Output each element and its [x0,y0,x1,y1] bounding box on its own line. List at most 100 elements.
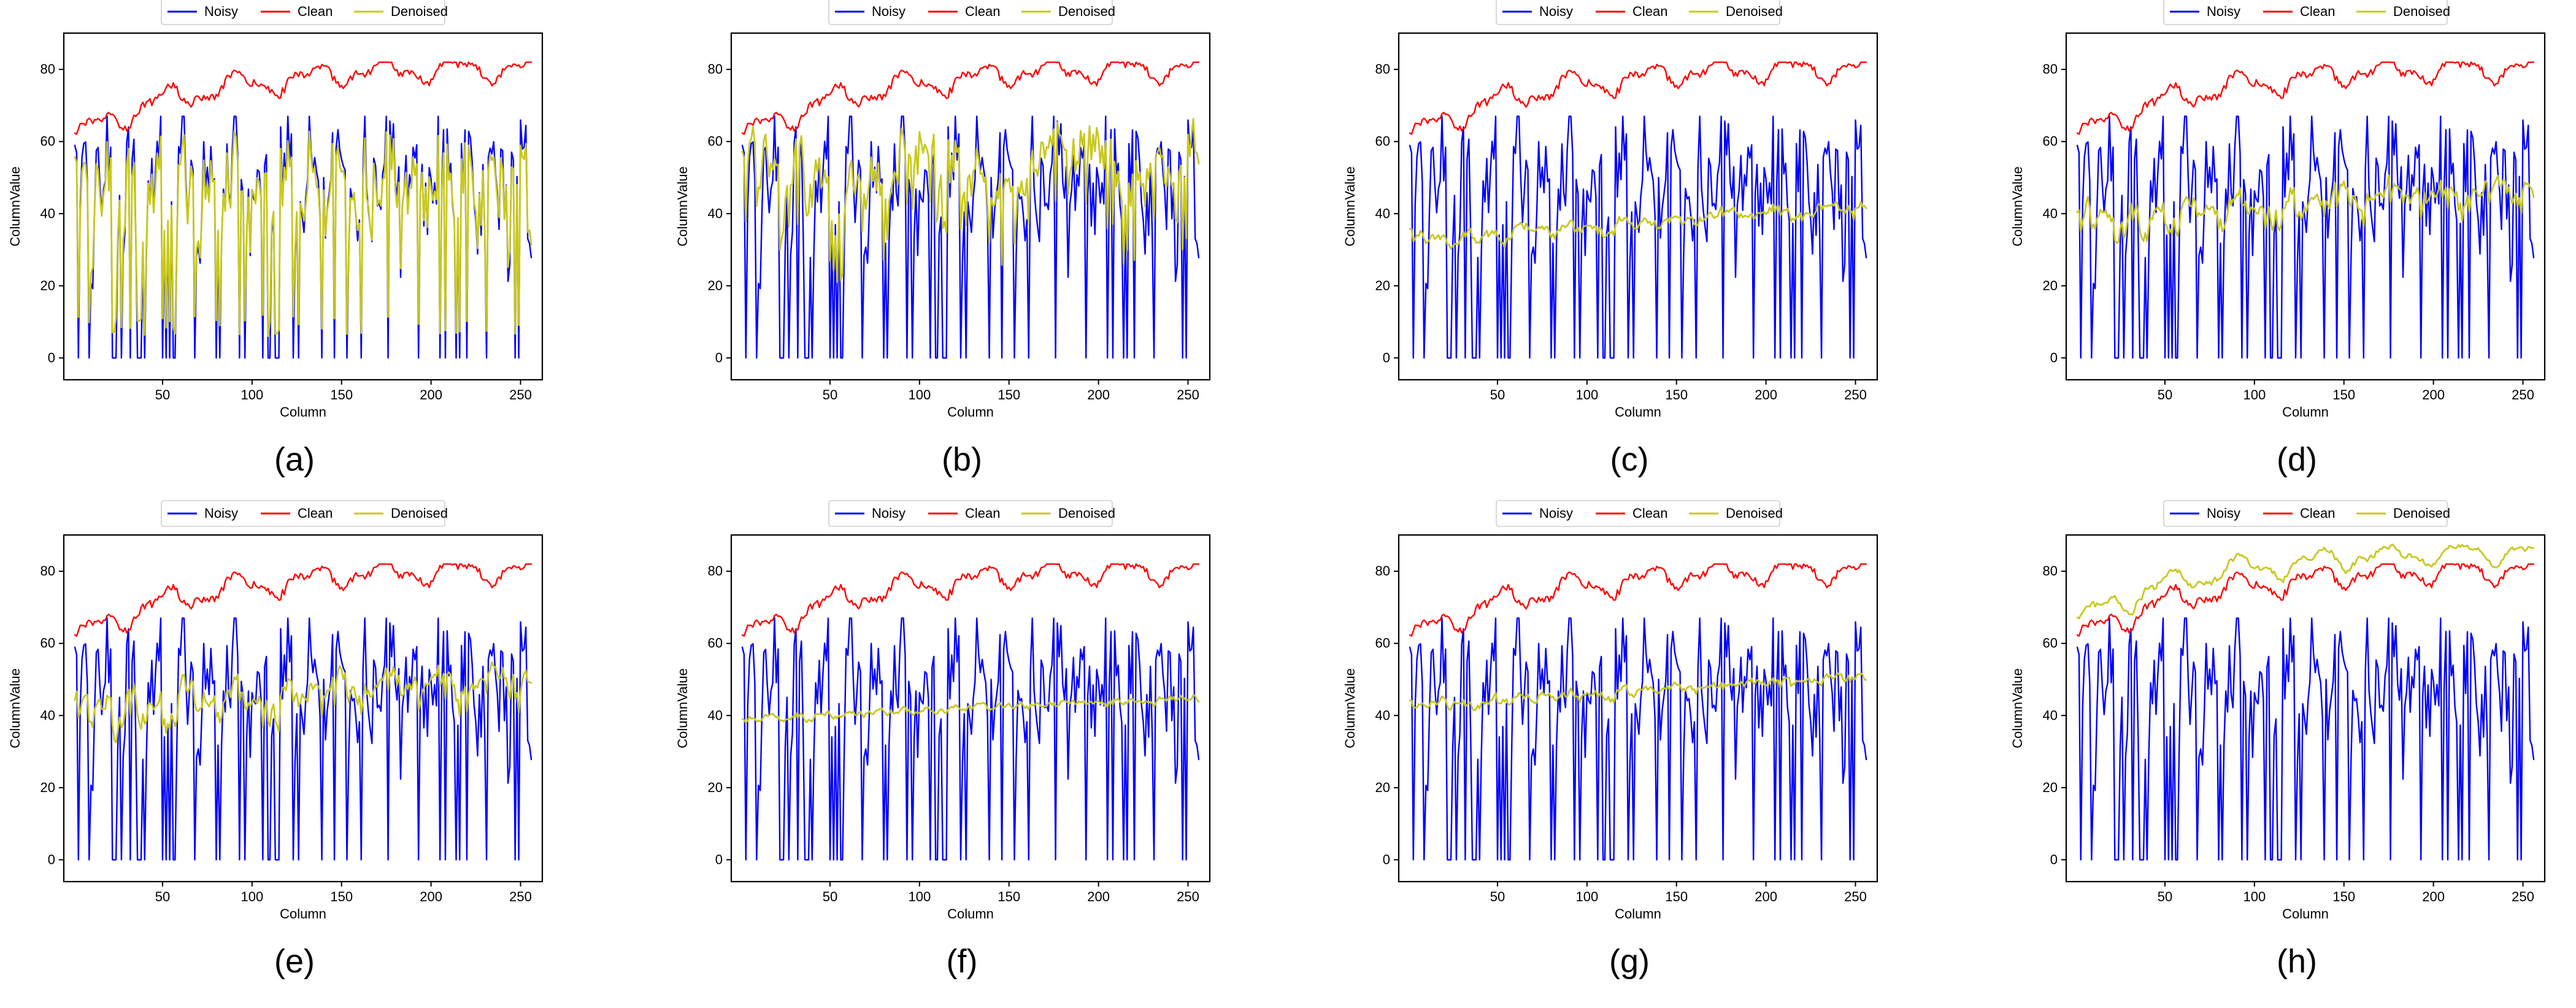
x-tick-label: 150 [2332,889,2355,904]
y-tick-label: 0 [2050,350,2058,365]
legend-box [161,0,445,25]
y-tick-label: 40 [40,206,55,221]
y-axis-label: ColumnValue [7,668,23,748]
x-axis-label: Column [2282,906,2329,921]
panel-caption: (g) [1609,943,1650,980]
legend-label: Clean [2300,4,2335,19]
series-noisy-line [2076,115,2535,359]
x-tick-label: 150 [330,387,353,402]
x-tick-label: 100 [1575,387,1598,402]
legend-label: Noisy [204,506,238,521]
series-clean-line [1409,563,1867,637]
y-tick-label: 60 [708,134,723,149]
y-tick-label: 0 [1383,852,1390,867]
x-axis-label: Column [2282,404,2329,420]
legend-label: Denoised [1726,506,1783,521]
x-tick-label: 100 [1575,889,1598,904]
x-tick-label: 50 [1490,889,1505,904]
x-tick-label: 50 [823,387,837,402]
y-axis-label: ColumnValue [2010,668,2025,748]
legend-label: Denoised [1058,506,1115,521]
series-noisy-line [2076,617,2535,861]
legend-box [161,500,445,527]
x-tick-label: 100 [240,889,263,904]
y-tick-label: 60 [1375,636,1390,651]
series-denoised-line [74,130,533,337]
panel-e: 0 20 40 60 80 50 100 150 200 250 Column ColumnValue… [7,500,544,980]
x-tick-label: 250 [1177,889,1199,904]
panel-h: 0 20 40 60 80 50 100 150 200 250 Column ColumnValue… [2010,500,2546,980]
y-tick-label: 40 [2043,707,2058,723]
panel-g: 0 20 40 60 80 50 100 150 200 250 Column ColumnValue… [1342,500,1878,980]
panel-a: 0 20 40 60 80 50 100 150 200 250 Column ColumnValue… [7,0,544,478]
y-axis-label: ColumnValue [675,668,690,748]
x-tick-label: 50 [823,889,837,904]
series-noisy-line [741,617,1200,861]
legend-label: Noisy [204,4,238,19]
series-denoised-line [2076,174,2535,244]
x-tick-label: 200 [1087,387,1110,402]
series-denoised-line [741,694,1200,724]
x-tick-label: 150 [1665,387,1688,402]
panel-caption: (d) [2277,441,2317,478]
panel-caption: (c) [1610,441,1649,478]
x-tick-label: 250 [2512,889,2534,904]
y-tick-label: 60 [1375,134,1390,149]
series-clean-line [741,61,1200,135]
series-clean-line [2076,563,2535,637]
y-tick-label: 60 [708,636,723,651]
x-tick-label: 100 [908,387,931,402]
series-denoised-line [741,118,1200,283]
x-tick-label: 200 [2422,387,2445,402]
x-tick-label: 150 [1665,889,1688,904]
legend-label: Noisy [2207,4,2240,19]
y-tick-label: 80 [2043,61,2058,77]
y-tick-label: 40 [1375,707,1390,723]
series-clean-line [2076,61,2535,135]
x-tick-label: 150 [2332,387,2355,402]
y-tick-label: 80 [2043,563,2058,579]
x-tick-label: 200 [1755,387,1777,402]
x-tick-label: 200 [420,889,442,904]
panel-c: 0 20 40 60 80 50 100 150 200 250 Column ColumnValue… [1342,0,1878,478]
panel-b: 0 20 40 60 80 50 100 150 200 250 Column ColumnValue… [675,0,1211,478]
series-clean-line [74,61,533,135]
x-tick-label: 50 [155,387,170,402]
x-axis-label: Column [1615,404,1661,420]
y-tick-label: 20 [40,780,55,795]
series-clean-line [1409,61,1867,135]
series-noisy-line [1409,617,1867,861]
x-tick-label: 250 [1177,387,1199,402]
legend-box [1496,500,1780,527]
legend-label: Clean [298,506,333,521]
x-tick-label: 100 [2243,889,2266,904]
x-tick-label: 250 [1844,387,1867,402]
y-tick-label: 20 [1375,780,1390,795]
series-denoised-line [1409,672,1867,712]
legend-label: Noisy [1539,4,1573,19]
x-axis-label: Column [1615,906,1661,921]
x-tick-label: 150 [330,889,353,904]
y-tick-label: 20 [708,278,723,293]
x-tick-label: 100 [240,387,263,402]
legend-label: Clean [2300,506,2335,521]
legend-box [2163,0,2448,25]
x-tick-label: 100 [2243,387,2266,402]
legend-label: Clean [965,4,1000,19]
panel-f: 0 20 40 60 80 50 100 150 200 250 Column ColumnValue… [675,500,1211,980]
legend-box [828,0,1113,25]
x-tick-label: 50 [2158,889,2172,904]
series-clean-line [741,563,1200,637]
y-axis-label: ColumnValue [675,166,690,246]
x-tick-label: 50 [1490,387,1505,402]
series-noisy-line [1409,115,1867,359]
legend-label: Denoised [391,4,448,19]
y-tick-label: 60 [2043,636,2058,651]
y-tick-label: 20 [2043,780,2058,795]
x-axis-label: Column [947,404,994,420]
y-tick-label: 40 [40,707,55,723]
x-tick-label: 50 [155,889,170,904]
y-tick-label: 80 [40,61,55,77]
